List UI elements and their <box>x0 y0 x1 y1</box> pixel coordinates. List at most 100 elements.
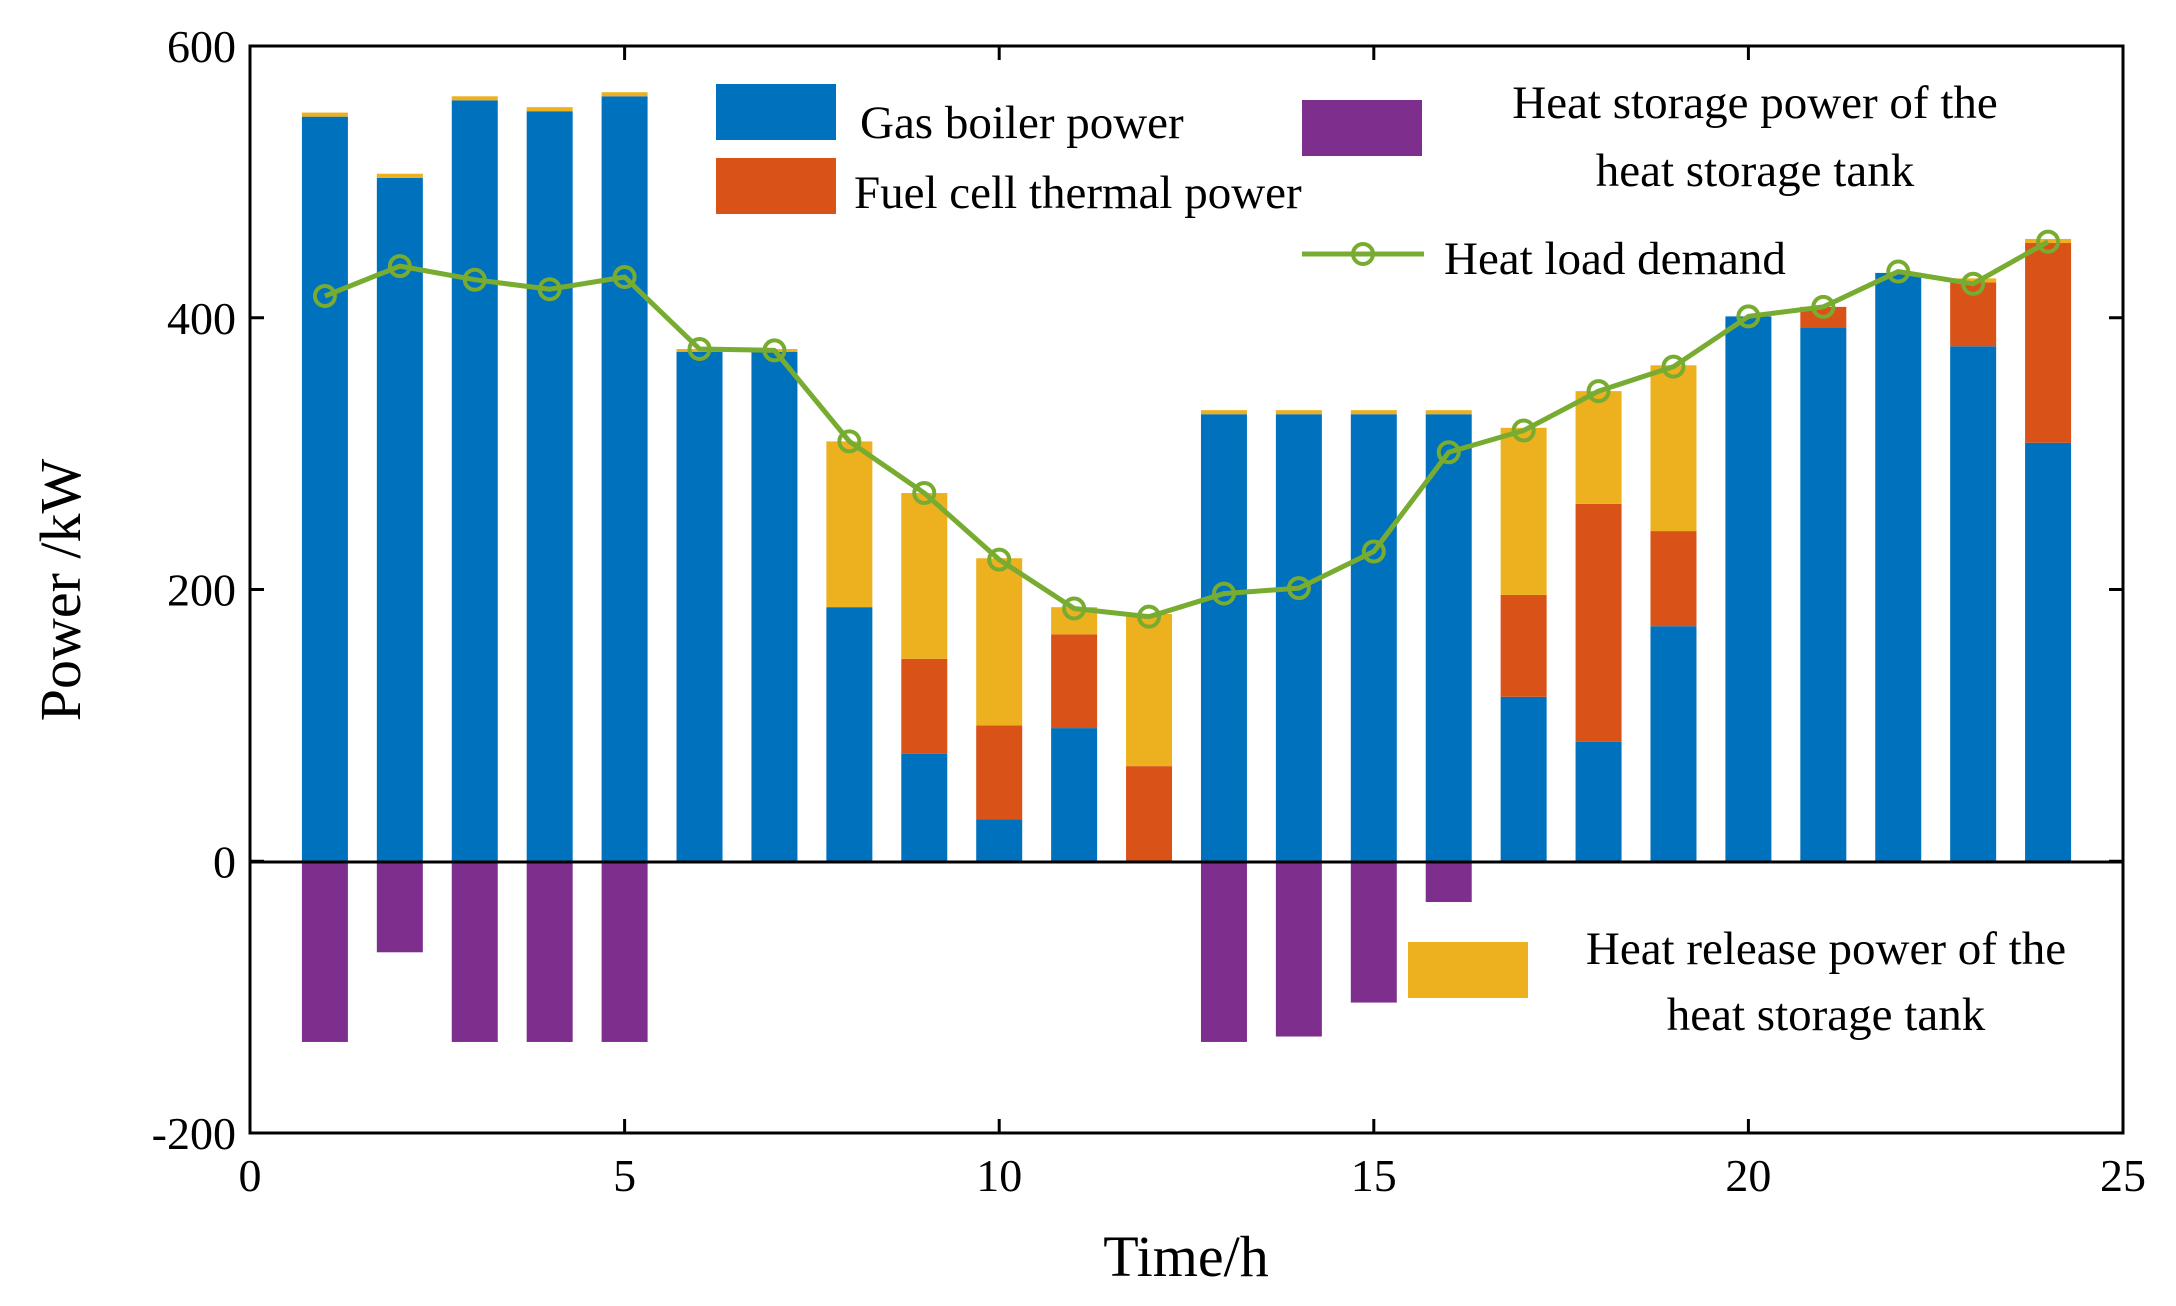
bar-gas-boiler-power-t17 <box>1500 696 1547 862</box>
bar-heat-release-power-of-the-heat-storage-tank-t18 <box>1575 391 1622 504</box>
bar-fuel-cell-thermal-power-t17 <box>1500 594 1547 697</box>
bar-heat-release-power-of-the-heat-storage-tank-t12 <box>1126 613 1173 767</box>
heat-load-marker-t9 <box>912 481 937 506</box>
x-tick-label-25: 25 <box>2100 1150 2146 1201</box>
y-tick-label-400: 400 <box>167 293 236 344</box>
bar-gas-boiler-power-t9 <box>901 753 948 862</box>
heat-load-demand-line <box>323 239 2050 620</box>
bar-gas-boiler-power-t2 <box>376 177 423 862</box>
bar-heat-storage-power-of-the-heat-storage-tank-t3 <box>451 861 498 1042</box>
heat-load-marker-t12 <box>1137 604 1162 629</box>
bar-heat-release-power-of-the-heat-storage-tank-t8 <box>826 441 873 608</box>
bar-gas-boiler-power-t14 <box>1275 414 1322 862</box>
bar-heat-release-power-of-the-heat-storage-tank-t16 <box>1425 410 1472 415</box>
bar-gas-boiler-power-t6 <box>676 351 723 862</box>
bars-layer <box>301 92 2072 1042</box>
bar-heat-release-power-of-the-heat-storage-tank-t17 <box>1500 427 1547 595</box>
bar-gas-boiler-power-t24 <box>2025 442 2072 862</box>
bar-gas-boiler-power-t18 <box>1575 741 1622 862</box>
bar-gas-boiler-power-t19 <box>1650 626 1697 862</box>
heat-load-marker-t7 <box>762 338 787 363</box>
x-tick-label-5: 5 <box>613 1150 636 1201</box>
x-tick-label-0: 0 <box>239 1150 262 1201</box>
legend-label-gas-boiler: Gas boiler power <box>860 97 1184 149</box>
bar-fuel-cell-thermal-power-t19 <box>1650 531 1697 627</box>
heat-load-marker-t6 <box>687 337 712 362</box>
bar-heat-release-power-of-the-heat-storage-tank-t5 <box>601 92 648 97</box>
bar-heat-storage-power-of-the-heat-storage-tank-t13 <box>1200 861 1247 1042</box>
bar-fuel-cell-thermal-power-t12 <box>1126 766 1173 862</box>
bar-heat-release-power-of-the-heat-storage-tank-t13 <box>1200 410 1247 415</box>
heat-load-marker-t10 <box>987 547 1012 572</box>
bar-heat-storage-power-of-the-heat-storage-tank-t5 <box>601 861 648 1042</box>
heat-load-marker-t21 <box>1811 294 1836 319</box>
heat-load-marker-t11 <box>1062 596 1087 621</box>
x-tick-label-10: 10 <box>976 1150 1022 1201</box>
bar-gas-boiler-power-t16 <box>1425 414 1472 862</box>
bar-gas-boiler-power-t4 <box>526 111 573 862</box>
y-tick-label-200: 200 <box>167 565 236 616</box>
bar-heat-storage-power-of-the-heat-storage-tank-t4 <box>526 861 573 1042</box>
bar-gas-boiler-power-t7 <box>751 351 798 862</box>
bar-heat-release-power-of-the-heat-storage-tank-t24 <box>2025 238 2072 244</box>
bar-fuel-cell-thermal-power-t10 <box>976 725 1023 820</box>
legend-swatch-heat-storage <box>1302 100 1422 156</box>
y-axis-label: Power /kW <box>28 458 93 721</box>
x-axis-label: Time/h <box>1103 1224 1268 1289</box>
bar-heat-release-power-of-the-heat-storage-tank-t19 <box>1650 365 1697 532</box>
bar-heat-release-power-of-the-heat-storage-tank-t2 <box>376 173 423 178</box>
heat-load-marker-t4 <box>537 277 562 302</box>
bar-gas-boiler-power-t20 <box>1725 316 1772 862</box>
bar-heat-release-power-of-the-heat-storage-tank-t23 <box>1950 278 1997 283</box>
bar-gas-boiler-power-t13 <box>1200 414 1247 862</box>
bar-heat-storage-power-of-the-heat-storage-tank-t15 <box>1350 861 1397 1003</box>
legend-label-fuel-cell: Fuel cell thermal power <box>854 167 1302 219</box>
bar-gas-boiler-power-t21 <box>1800 327 1847 862</box>
bar-gas-boiler-power-t8 <box>826 607 873 862</box>
heat-load-marker-t23 <box>1961 271 1986 296</box>
line-layer <box>312 229 2061 629</box>
heat-load-marker-t5 <box>612 264 637 289</box>
bar-fuel-cell-thermal-power-t9 <box>901 658 948 754</box>
heat-load-marker-t24 <box>2036 229 2061 254</box>
bar-heat-release-power-of-the-heat-storage-tank-t9 <box>901 493 948 659</box>
bar-heat-release-power-of-the-heat-storage-tank-t15 <box>1350 410 1397 415</box>
heat-load-marker-t15 <box>1361 539 1386 564</box>
bar-gas-boiler-power-t1 <box>301 116 348 862</box>
bar-gas-boiler-power-t23 <box>1950 346 1997 862</box>
legend-swatch-fuel-cell <box>716 158 836 214</box>
bar-fuel-cell-thermal-power-t11 <box>1051 634 1098 729</box>
bar-heat-release-power-of-the-heat-storage-tank-t14 <box>1275 410 1322 415</box>
bar-gas-boiler-power-t15 <box>1350 414 1397 862</box>
heat-load-marker-t2 <box>387 254 412 279</box>
legend-label-heat-release-line2: heat storage tank <box>1667 989 1986 1041</box>
legend-label-heat-release-line1: Heat release power of the <box>1586 923 2066 975</box>
bar-heat-storage-power-of-the-heat-storage-tank-t2 <box>376 861 423 953</box>
bar-fuel-cell-thermal-power-t18 <box>1575 503 1622 742</box>
heat-load-marker-t17 <box>1511 418 1536 443</box>
bar-heat-release-power-of-the-heat-storage-tank-t1 <box>301 112 348 117</box>
bar-gas-boiler-power-t11 <box>1051 728 1098 862</box>
bar-gas-boiler-power-t10 <box>976 819 1023 862</box>
bar-heat-release-power-of-the-heat-storage-tank-t3 <box>451 96 498 101</box>
bar-heat-storage-power-of-the-heat-storage-tank-t1 <box>301 861 348 1042</box>
bar-heat-storage-power-of-the-heat-storage-tank-t16 <box>1425 861 1472 903</box>
heat-load-marker-t20 <box>1736 304 1761 329</box>
bar-fuel-cell-thermal-power-t24 <box>2025 243 2072 443</box>
legend-swatch-heat-release <box>1408 942 1528 998</box>
bar-heat-release-power-of-the-heat-storage-tank-t4 <box>526 107 573 112</box>
heat-load-marker-t16 <box>1436 440 1461 465</box>
heat-load-marker-t14 <box>1286 576 1311 601</box>
y-tick-label-0: 0 <box>213 836 236 887</box>
bar-gas-boiler-power-t3 <box>451 100 498 862</box>
y-tick-label--200: -200 <box>152 1108 236 1159</box>
heat-load-marker-t1 <box>312 284 337 309</box>
legend-label-heat-storage-line1: Heat storage power of the <box>1512 77 1997 129</box>
bar-gas-boiler-power-t5 <box>601 96 648 862</box>
x-tick-label-20: 20 <box>1725 1150 1771 1201</box>
legend: Gas boiler power Fuel cell thermal power… <box>716 77 2066 1041</box>
x-tick-label-15: 15 <box>1351 1150 1397 1201</box>
